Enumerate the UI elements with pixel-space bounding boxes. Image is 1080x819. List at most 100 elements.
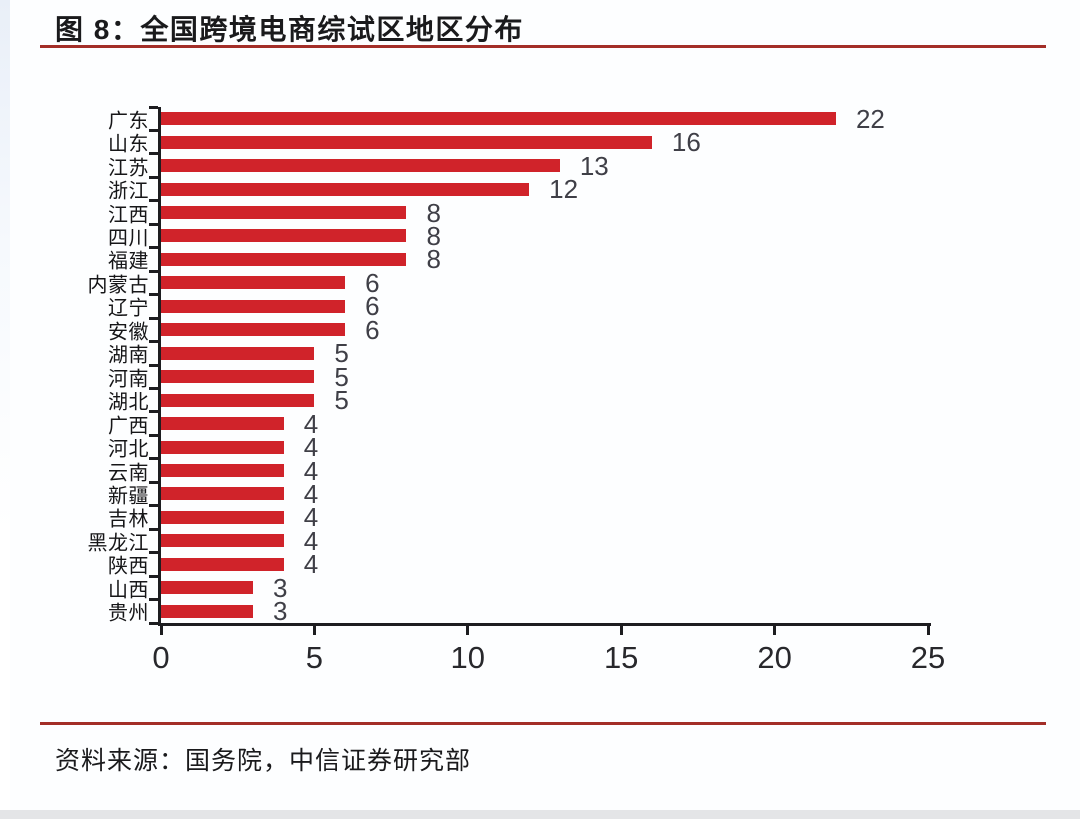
y-axis-tick <box>149 199 158 203</box>
bar-row: 福建 8 <box>108 244 928 275</box>
x-axis-tick <box>312 626 316 635</box>
bar <box>161 229 407 243</box>
category-label: 内蒙古 <box>87 274 149 297</box>
y-axis-tick <box>149 128 158 132</box>
category-label: 江西 <box>108 204 149 227</box>
category-label: 辽宁 <box>108 297 149 320</box>
y-axis-tick <box>149 269 158 273</box>
y-axis-tick <box>149 316 158 320</box>
bar-row: 黑龙江 4 <box>88 525 928 556</box>
category-label: 河南 <box>108 368 149 391</box>
y-axis-tick <box>149 433 158 437</box>
value-label: 4 <box>303 408 319 439</box>
bar-row: 山西 3 <box>108 572 928 603</box>
value-label: 4 <box>303 432 319 463</box>
category-label: 广西 <box>108 415 149 438</box>
x-axis-tick <box>773 626 777 635</box>
y-axis-tick <box>149 293 158 297</box>
x-axis-tick-label: 10 <box>450 640 486 675</box>
value-label: 4 <box>303 455 319 486</box>
x-axis-tick <box>619 626 623 635</box>
bar-row: 河北 4 <box>108 432 928 463</box>
category-label: 黑龙江 <box>87 532 149 555</box>
bar <box>161 346 315 360</box>
bar-row: 浙江 12 <box>108 174 928 205</box>
bar-row: 江西 8 <box>108 200 928 226</box>
value-label: 3 <box>273 572 288 603</box>
bar <box>161 557 284 571</box>
bottom-edge-artifact <box>0 810 1080 819</box>
bar <box>161 112 836 126</box>
bar <box>161 252 407 266</box>
category-label: 贵州 <box>108 602 149 625</box>
value-label: 12 <box>549 174 579 205</box>
category-label: 新疆 <box>108 485 149 508</box>
bar-row: 新疆 4 <box>108 479 928 509</box>
bar-row: 江苏 13 <box>108 153 928 179</box>
bar <box>161 440 284 454</box>
bar <box>161 534 284 548</box>
bar-row: 湖北 5 <box>108 385 928 416</box>
category-label: 山西 <box>108 579 149 602</box>
left-edge-artifact <box>0 0 10 819</box>
value-label: 6 <box>365 267 380 298</box>
footer-rule <box>40 722 1046 725</box>
y-axis-tick <box>149 175 158 179</box>
y-axis-tick <box>149 340 158 344</box>
value-label: 4 <box>303 549 319 580</box>
y-axis-tick <box>149 105 158 109</box>
category-label: 福建 <box>108 250 149 273</box>
bar-row: 陕西 4 <box>108 549 928 580</box>
bar-row: 内蒙古 6 <box>88 267 928 298</box>
bar-row: 湖南 5 <box>108 338 928 369</box>
x-axis-tick-label: 5 <box>305 640 324 675</box>
y-axis-tick <box>149 598 158 602</box>
category-label: 安徽 <box>108 321 149 344</box>
bar-row: 广东 22 <box>108 106 928 132</box>
bar <box>161 604 254 618</box>
value-label: 5 <box>334 338 349 369</box>
category-label: 广东 <box>108 110 149 133</box>
x-axis-line <box>158 623 931 626</box>
y-axis-line <box>158 107 161 626</box>
value-label: 8 <box>426 221 441 251</box>
value-label: 4 <box>303 479 319 509</box>
bar <box>161 299 346 313</box>
value-label: 6 <box>365 314 380 345</box>
value-label: 5 <box>334 385 349 416</box>
bar <box>161 487 284 501</box>
x-axis-tick-label: 25 <box>910 640 946 675</box>
value-label: 6 <box>365 291 380 322</box>
bar-row: 山东 16 <box>108 127 928 158</box>
y-axis-tick <box>149 480 158 484</box>
category-label: 浙江 <box>108 180 149 203</box>
value-label: 4 <box>303 525 319 556</box>
x-axis-tick <box>159 626 163 635</box>
y-axis-tick <box>149 386 158 390</box>
value-label: 8 <box>426 244 441 275</box>
category-label: 江苏 <box>108 157 149 180</box>
bar-row: 吉林 4 <box>108 502 928 533</box>
x-axis-tick-label: 0 <box>152 640 170 675</box>
y-axis-tick <box>149 457 158 461</box>
value-label: 5 <box>334 361 349 392</box>
value-label: 3 <box>273 596 288 627</box>
y-axis-tick <box>149 410 158 414</box>
bar-row: 广西 4 <box>108 408 928 439</box>
bar <box>161 206 407 220</box>
source-note: 资料来源：国务院，中信证券研究部 <box>55 747 472 775</box>
bar <box>161 464 284 478</box>
bar <box>161 182 530 196</box>
bar <box>161 417 284 431</box>
bar <box>161 323 346 337</box>
y-axis-tick <box>149 363 158 367</box>
y-axis-tick <box>149 574 158 578</box>
y-axis-tick <box>149 551 158 555</box>
x-axis-tick-label: 15 <box>603 640 639 675</box>
bar <box>161 276 346 290</box>
value-label: 4 <box>303 502 319 533</box>
value-label: 16 <box>671 127 701 158</box>
bar <box>161 159 560 173</box>
y-axis-tick <box>149 222 158 226</box>
bar-row: 贵州 3 <box>108 596 928 627</box>
